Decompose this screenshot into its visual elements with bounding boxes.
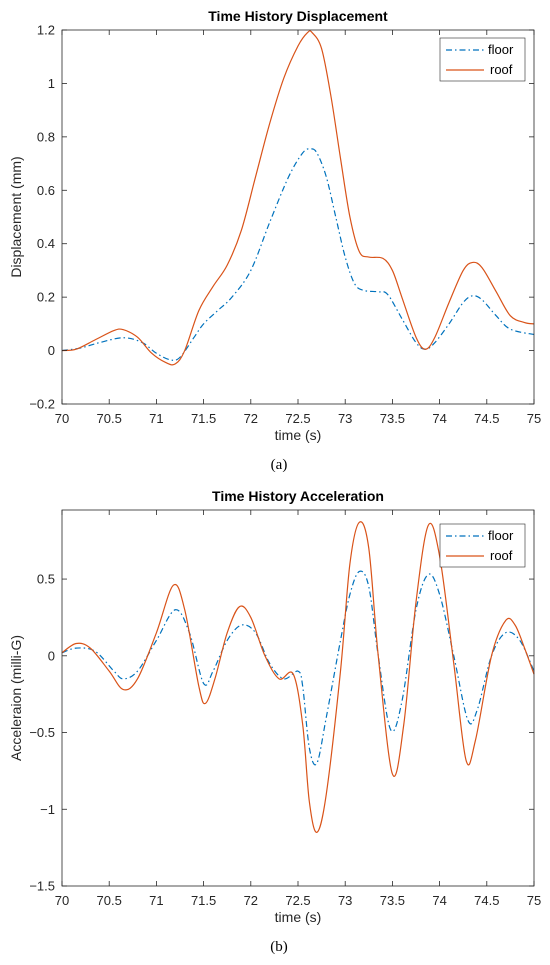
- y-tick-label: 0: [48, 343, 55, 358]
- x-tick-label: 75: [527, 893, 541, 908]
- x-tick-label: 75: [527, 411, 541, 426]
- x-tick-label: 70: [55, 893, 69, 908]
- chart-title: Time History Displacement: [208, 8, 388, 24]
- x-tick-label: 70.5: [97, 893, 122, 908]
- x-tick-label: 71: [149, 411, 163, 426]
- ticks-layer: 70 70.5 71 71.5 72 72.5 73 73.5 74 74.5 75 −0.2 0 0.2…: [29, 23, 541, 427]
- legend-label-roof: roof: [490, 548, 513, 563]
- legend-label-roof: roof: [490, 62, 513, 77]
- y-tick-label: −1.5: [29, 879, 55, 894]
- x-axis-label: time (s): [275, 427, 322, 443]
- x-tick-label: 72.5: [285, 411, 310, 426]
- caption-a: (a): [271, 457, 288, 473]
- legend-label-floor: floor: [488, 42, 514, 57]
- y-tick-label: −1: [40, 802, 55, 817]
- x-tick-label: 70: [55, 411, 69, 426]
- x-tick-label: 74.5: [474, 411, 499, 426]
- x-tick-label: 74.5: [474, 893, 499, 908]
- legend: floor roof: [439, 523, 526, 568]
- x-tick-label: 74: [432, 893, 446, 908]
- legend-box: [439, 523, 526, 568]
- x-tick-label: 72.5: [285, 893, 310, 908]
- legend: floor roof: [439, 37, 526, 82]
- y-tick-label: 1: [48, 76, 55, 91]
- y-tick-label: 0.2: [37, 290, 55, 305]
- y-tick-label: 0.8: [37, 129, 55, 144]
- chart-title: Time History Acceleration: [212, 488, 384, 504]
- displacement-chart: Time History Displacement 70 70.5 71 71.5 72…: [8, 8, 541, 473]
- y-tick-label: 0.4: [37, 236, 55, 251]
- caption-b: (b): [270, 939, 288, 955]
- acceleration-chart: Time History Acceleration 70 70.5 71 71.5 72…: [8, 488, 541, 955]
- x-tick-label: 73: [338, 893, 352, 908]
- x-tick-label: 74: [432, 411, 446, 426]
- plot-area: [62, 30, 534, 404]
- y-tick-label: 1.2: [37, 23, 55, 38]
- y-tick-label: 0.6: [37, 183, 55, 198]
- y-tick-label: 0: [48, 648, 55, 663]
- series-line-floor: [61, 148, 535, 361]
- x-tick-label: 71.5: [191, 411, 216, 426]
- x-tick-label: 72: [244, 411, 258, 426]
- x-tick-label: 73.5: [380, 893, 405, 908]
- series-line-roof: [61, 30, 535, 366]
- x-tick-label: 71: [149, 893, 163, 908]
- y-tick-label: −0.5: [29, 725, 55, 740]
- legend-label-floor: floor: [488, 528, 514, 543]
- y-axis-label: Acceleraion (milli-G): [8, 635, 24, 761]
- y-tick-label: 0.5: [37, 572, 55, 587]
- series-layer: [61, 521, 535, 833]
- x-axis-label: time (s): [275, 909, 322, 925]
- x-tick-label: 70.5: [97, 411, 122, 426]
- series-line-floor: [61, 570, 535, 766]
- x-tick-label: 73.5: [380, 411, 405, 426]
- plot-area: [62, 510, 534, 886]
- series-line-roof: [61, 521, 535, 833]
- x-tick-label: 73: [338, 411, 352, 426]
- x-tick-label: 72: [244, 893, 258, 908]
- ticks-layer: 70 70.5 71 71.5 72 72.5 73 73.5 74 74.5 75 −1.5 −1 −0…: [29, 510, 541, 908]
- legend-box: [439, 37, 526, 82]
- y-tick-label: −0.2: [29, 397, 55, 412]
- series-layer: [61, 30, 535, 366]
- x-tick-label: 71.5: [191, 893, 216, 908]
- y-axis-label: Displacement (mm): [8, 156, 24, 277]
